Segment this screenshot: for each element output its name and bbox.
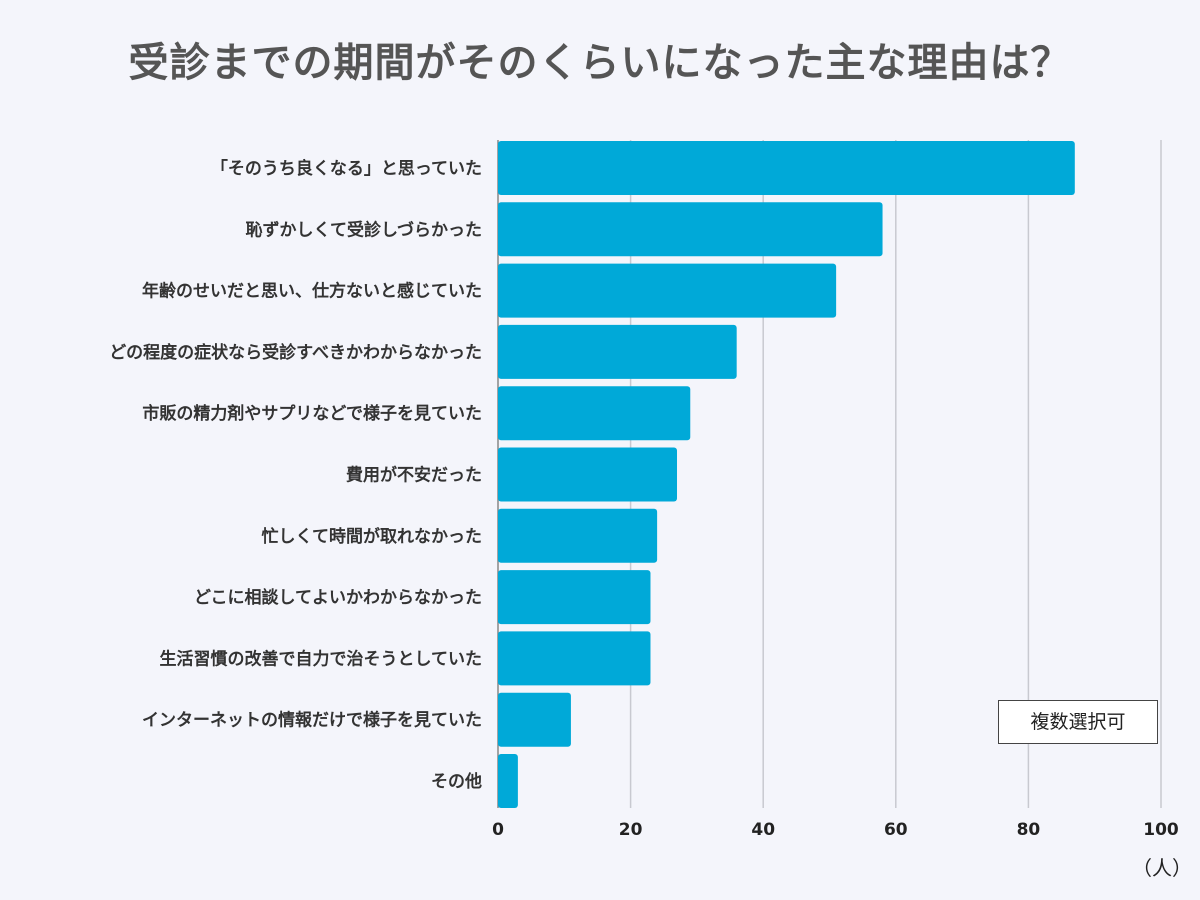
bar (498, 141, 1075, 195)
category-label: 費用が不安だった (346, 465, 482, 486)
bar (498, 263, 837, 318)
multiple-choice-note: 複数選択可 (998, 700, 1158, 744)
category-label: インターネットの情報だけで様子を見ていた (142, 710, 482, 731)
category-label: 恥ずかしくて受診しづらかった (246, 219, 482, 240)
chart-title: 受診までの期間がそのくらいになった主な理由は？ (128, 40, 1072, 86)
category-label: 生活習慣の改善で自力で治そうとしていた (160, 648, 483, 669)
x-tick-label: 40 (751, 820, 775, 840)
x-tick-label: 0 (492, 820, 504, 840)
bar (498, 324, 737, 379)
category-label: どこに相談してよいかわからなかった (194, 587, 482, 608)
category-label: 市販の精力剤やサプリなどで様子を見ていた (142, 403, 482, 424)
x-tick-label: 60 (884, 820, 908, 840)
bar (498, 754, 518, 808)
bar (498, 447, 678, 502)
bar (498, 508, 658, 563)
x-tick-label: 80 (1017, 820, 1041, 840)
bar (498, 202, 883, 257)
category-label: 「そのうち良くなる」と思っていた (211, 158, 482, 179)
category-label: 年齢のせいだと思い、仕方ないと感じていた (142, 281, 482, 302)
x-tick-label: 20 (619, 820, 643, 840)
x-axis-unit: （人） (1132, 856, 1192, 880)
x-tick-label: 100 (1143, 820, 1179, 840)
category-label: どの程度の症状なら受診すべきかわからなかった (109, 342, 482, 363)
category-label: 忙しくて時間が取れなかった (262, 526, 483, 547)
bar (498, 386, 691, 441)
bar (498, 570, 651, 625)
bar (498, 631, 651, 686)
bar (498, 692, 571, 747)
category-label: その他 (431, 771, 482, 792)
